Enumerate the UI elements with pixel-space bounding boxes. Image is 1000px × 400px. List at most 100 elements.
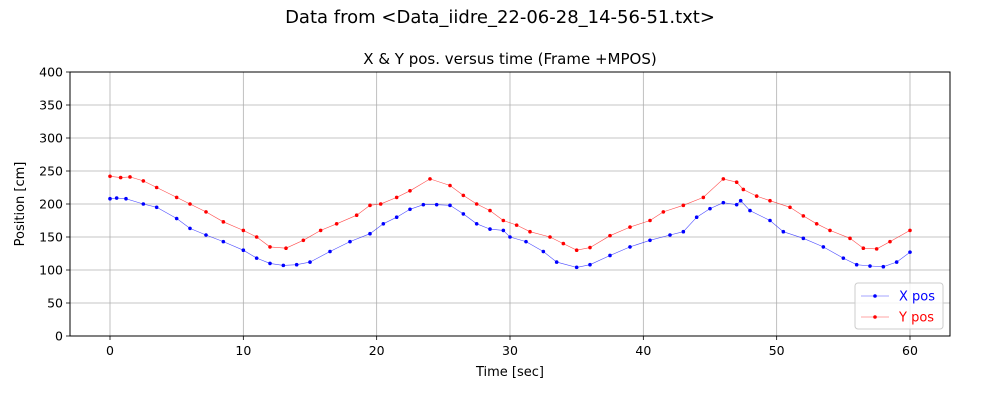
data-point-y-pos <box>448 183 452 188</box>
legend-box <box>854 282 944 330</box>
y-axis-ticks: 0 50 100 150 200 250 300 350 400 <box>39 65 70 344</box>
data-point-y-pos <box>588 245 592 250</box>
data-point-x-pos <box>294 262 299 267</box>
grid-lines <box>70 71 950 337</box>
data-point-x-pos <box>308 260 312 264</box>
data-point-y-pos <box>754 194 759 198</box>
data-point-x-pos <box>868 264 872 268</box>
data-point-x-pos <box>268 261 272 266</box>
data-point-y-pos <box>488 208 492 213</box>
y-tick-label: 50 <box>47 296 63 311</box>
data-point-y-pos <box>108 174 112 179</box>
data-point-x-pos <box>204 233 208 237</box>
data-point-y-pos <box>861 246 866 251</box>
data-point-y-pos <box>428 177 432 181</box>
data-point-y-pos <box>394 195 399 200</box>
data-point-y-pos <box>284 246 288 251</box>
x-tick-label: 50 <box>769 343 785 358</box>
data-point-x-pos <box>501 228 506 233</box>
data-point-y-pos <box>828 228 832 233</box>
data-point-x-pos <box>748 208 752 213</box>
data-point-y-pos <box>874 247 879 251</box>
data-point-x-pos <box>114 196 119 200</box>
x-tick-label: 10 <box>235 343 251 358</box>
data-point-x-pos <box>708 206 712 211</box>
data-point-x-pos <box>394 215 399 219</box>
x-axis-ticks: 0 10 20 30 40 50 60 <box>106 336 918 358</box>
data-point-x-pos <box>488 227 492 231</box>
data-point-x-pos <box>588 262 592 267</box>
data-point-y-pos <box>561 241 566 246</box>
data-point-y-pos <box>128 175 132 179</box>
data-point-y-pos <box>241 228 246 233</box>
data-point-y-pos <box>681 203 686 208</box>
data-point-x-pos <box>768 218 772 223</box>
data-point-x-pos <box>448 203 452 208</box>
data-point-x-pos <box>608 253 612 258</box>
data-point-x-pos <box>668 233 672 237</box>
x-tick-label: 20 <box>369 343 385 358</box>
data-point-y-pos <box>474 202 479 206</box>
data-point-x-pos <box>738 198 743 203</box>
data-point-y-pos <box>608 233 612 238</box>
data-point-y-pos <box>741 187 746 192</box>
data-point-y-pos <box>548 235 552 239</box>
series-layer <box>108 174 912 270</box>
data-point-x-pos <box>188 226 192 231</box>
y-tick-label: 150 <box>39 230 63 245</box>
data-point-y-pos <box>908 228 912 233</box>
data-point-x-pos <box>434 202 439 207</box>
data-point-x-pos <box>408 207 412 212</box>
data-point-x-pos <box>221 239 226 244</box>
data-point-x-pos <box>694 215 699 219</box>
data-point-y-pos <box>204 210 208 214</box>
y-tick-label: 0 <box>55 329 63 344</box>
data-point-y-pos <box>734 180 739 185</box>
data-point-x-pos <box>628 245 632 249</box>
data-point-y-pos <box>648 218 652 223</box>
data-point-x-pos <box>381 222 386 226</box>
x-tick-label: 40 <box>635 343 651 358</box>
data-point-x-pos <box>908 250 912 254</box>
data-point-x-pos <box>821 245 826 249</box>
data-point-x-pos <box>781 229 786 234</box>
data-point-y-pos <box>461 193 466 198</box>
data-point-y-pos <box>788 205 792 210</box>
x-tick-label: 30 <box>502 343 518 358</box>
data-point-y-pos <box>721 177 726 181</box>
data-point-x-pos <box>368 231 372 236</box>
y-tick-label: 200 <box>39 197 63 212</box>
data-point-y-pos <box>318 228 323 233</box>
data-point-x-pos <box>154 205 159 210</box>
data-point-x-pos <box>541 249 546 254</box>
data-point-y-pos <box>141 179 146 183</box>
x-tick-label: 60 <box>902 343 918 358</box>
data-point-x-pos <box>241 248 246 252</box>
data-point-y-pos <box>848 236 852 241</box>
y-tick-label: 400 <box>39 65 63 80</box>
data-point-x-pos <box>328 249 332 254</box>
data-point-y-pos <box>514 223 519 227</box>
data-point-y-pos <box>701 195 706 200</box>
data-point-y-pos <box>378 202 383 206</box>
data-point-y-pos <box>334 222 339 226</box>
data-point-y-pos <box>118 175 123 180</box>
data-point-y-pos <box>528 229 532 234</box>
data-point-y-pos <box>188 202 192 206</box>
y-tick-label: 350 <box>39 98 63 113</box>
legend-marker-x-pos <box>873 294 877 298</box>
data-point-x-pos <box>108 196 112 201</box>
data-point-x-pos <box>681 229 686 234</box>
data-point-y-pos <box>801 214 806 218</box>
data-point-x-pos <box>734 202 739 207</box>
data-point-x-pos <box>854 262 859 267</box>
data-point-x-pos <box>524 239 528 244</box>
figure-suptitle: Data from <Data_iidre_22-06-28_14-56-51.… <box>285 7 715 28</box>
data-point-x-pos <box>648 238 652 243</box>
data-point-y-pos <box>354 213 359 218</box>
chart-title: X & Y pos. versus time (Frame +MPOS) <box>363 50 656 68</box>
data-point-y-pos <box>661 210 666 214</box>
data-point-y-pos <box>154 185 159 190</box>
data-point-y-pos <box>501 218 506 223</box>
